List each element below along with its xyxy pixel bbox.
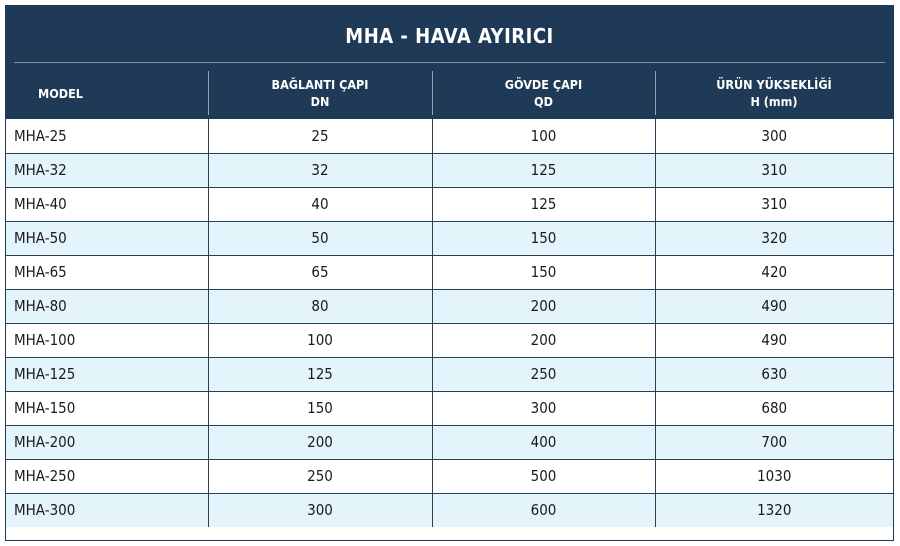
table-row: MHA-150 150 300 680: [6, 390, 893, 426]
column-header-connection-diameter: BAĞLANTI ÇAPI DN: [208, 67, 432, 119]
table-header: MHA - HAVA AYIRICI MODEL BAĞLANTI ÇAPI D…: [6, 6, 893, 119]
cell-connection-diameter: 50: [207, 220, 433, 256]
column-header-product-height: ÜRÜN YÜKSEKLİĞİ H (mm): [655, 67, 893, 119]
cell-model: MHA-50: [6, 220, 209, 256]
cell-model: MHA-100: [6, 322, 209, 358]
column-header-label: ÜRÜN YÜKSEKLİĞİ: [716, 77, 832, 92]
cell-product-height: 490: [654, 322, 893, 358]
cell-product-height: 700: [654, 424, 893, 460]
table-row: MHA-250 250 500 1030: [6, 458, 893, 494]
cell-body-diameter: 125: [431, 186, 656, 222]
cell-connection-diameter: 80: [207, 288, 433, 324]
cell-model: MHA-65: [6, 254, 209, 290]
cell-model: MHA-125: [6, 356, 209, 392]
column-header-sublabel: H (mm): [750, 94, 798, 109]
table-row: MHA-200 200 400 700: [6, 424, 893, 460]
data-table: MHA-25 25 100 300 MHA-32 32 125 310 MHA-40 40 125 3…: [6, 119, 893, 527]
table-row: MHA-65 65 150 420: [6, 254, 893, 290]
title-divider: [14, 62, 885, 63]
cell-product-height: 680: [654, 390, 893, 426]
cell-model: MHA-250: [6, 458, 209, 494]
cell-connection-diameter: 250: [207, 458, 433, 494]
cell-body-diameter: 150: [431, 254, 656, 290]
cell-model: MHA-32: [6, 152, 209, 188]
table-row: MHA-25 25 100 300: [6, 119, 893, 154]
cell-model: MHA-80: [6, 288, 209, 324]
table-row: MHA-125 125 250 630: [6, 356, 893, 392]
cell-connection-diameter: 65: [207, 254, 433, 290]
cell-product-height: 1320: [654, 492, 893, 527]
cell-body-diameter: 100: [431, 119, 656, 154]
table-row: MHA-32 32 125 310: [6, 152, 893, 188]
cell-model: MHA-300: [6, 492, 209, 527]
spec-table: MHA - HAVA AYIRICI MODEL BAĞLANTI ÇAPI D…: [5, 5, 894, 541]
table-row: MHA-100 100 200 490: [6, 322, 893, 358]
cell-model: MHA-25: [6, 119, 209, 154]
cell-product-height: 300: [654, 119, 893, 154]
cell-connection-diameter: 100: [207, 322, 433, 358]
cell-connection-diameter: 25: [207, 119, 433, 154]
column-header-sublabel: DN: [310, 94, 330, 109]
column-header-sublabel: QD: [534, 94, 553, 109]
cell-connection-diameter: 40: [207, 186, 433, 222]
column-header-label: BAĞLANTI ÇAPI: [271, 77, 369, 92]
cell-product-height: 630: [654, 356, 893, 392]
cell-connection-diameter: 125: [207, 356, 433, 392]
table-body: MHA-25 25 100 300 MHA-32 32 125 310 MHA-40 40 125 3…: [6, 119, 893, 527]
cell-connection-diameter: 150: [207, 390, 433, 426]
cell-product-height: 310: [654, 186, 893, 222]
cell-body-diameter: 250: [431, 356, 656, 392]
table-row: MHA-40 40 125 310: [6, 186, 893, 222]
cell-body-diameter: 500: [431, 458, 656, 494]
column-header-model: MODEL: [6, 67, 208, 119]
cell-connection-diameter: 300: [207, 492, 433, 527]
cell-body-diameter: 400: [431, 424, 656, 460]
cell-product-height: 490: [654, 288, 893, 324]
cell-product-height: 420: [654, 254, 893, 290]
cell-body-diameter: 150: [431, 220, 656, 256]
cell-body-diameter: 300: [431, 390, 656, 426]
table-row: MHA-300 300 600 1320: [6, 492, 893, 527]
column-header-label: MODEL: [38, 85, 83, 101]
table-title: MHA - HAVA AYIRICI: [345, 24, 554, 48]
cell-connection-diameter: 200: [207, 424, 433, 460]
cell-model: MHA-40: [6, 186, 209, 222]
cell-model: MHA-200: [6, 424, 209, 460]
cell-body-diameter: 200: [431, 288, 656, 324]
cell-product-height: 310: [654, 152, 893, 188]
cell-body-diameter: 600: [431, 492, 656, 527]
cell-body-diameter: 125: [431, 152, 656, 188]
cell-connection-diameter: 32: [207, 152, 433, 188]
cell-product-height: 1030: [654, 458, 893, 494]
column-header-label: GÖVDE ÇAPI: [504, 77, 583, 92]
cell-product-height: 320: [654, 220, 893, 256]
cell-model: MHA-150: [6, 390, 209, 426]
cell-body-diameter: 200: [431, 322, 656, 358]
column-header-body-diameter: GÖVDE ÇAPI QD: [432, 67, 655, 119]
column-header-row: MODEL BAĞLANTI ÇAPI DN GÖVDE ÇAPI QD ÜRÜ…: [6, 67, 893, 119]
table-row: MHA-50 50 150 320: [6, 220, 893, 256]
table-row: MHA-80 80 200 490: [6, 288, 893, 324]
